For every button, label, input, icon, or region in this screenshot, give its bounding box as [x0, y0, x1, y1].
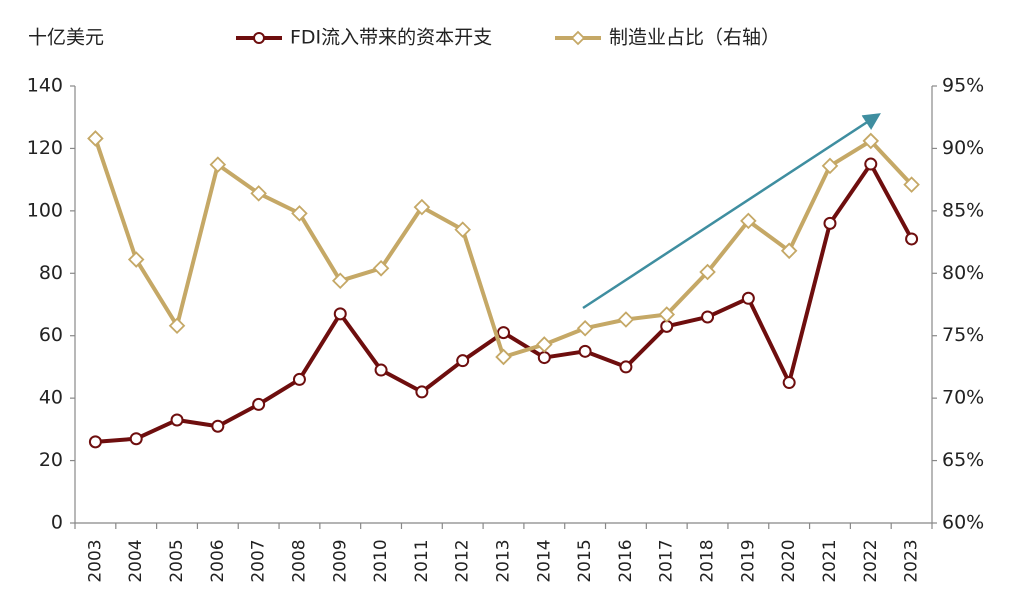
marker — [129, 432, 143, 446]
y2-tick-label: 60% — [942, 512, 984, 534]
legend-marker — [570, 30, 586, 46]
x-tick-label: 2013 — [494, 539, 514, 582]
x-tick-label: 2019 — [738, 539, 758, 582]
y-tick-label: 60 — [39, 324, 63, 346]
legend-label: 制造业占比（右轴） — [609, 27, 780, 49]
x-tick-label: 2007 — [249, 539, 269, 582]
marker — [456, 354, 470, 368]
marker — [495, 348, 512, 366]
y2-tick-label: 70% — [942, 387, 984, 409]
y-tick-label: 20 — [39, 449, 63, 471]
x-tick-label: 2006 — [208, 539, 228, 582]
y2-tick-label: 80% — [942, 262, 984, 284]
x-tick-label: 2015 — [575, 539, 595, 582]
x-tick-label: 2018 — [698, 539, 718, 582]
x-tick-label: 2023 — [902, 539, 922, 582]
x-tick-label: 2021 — [820, 539, 840, 582]
marker — [374, 363, 388, 377]
marker — [741, 291, 755, 305]
left-unit: 十亿美元 — [28, 27, 104, 49]
x-tick-label: 2014 — [534, 539, 554, 582]
marker — [87, 130, 104, 147]
x-tick-label: 2020 — [779, 539, 799, 582]
marker — [168, 317, 186, 334]
marker — [252, 397, 266, 411]
marker — [578, 344, 592, 358]
trend-arrow — [582, 113, 881, 310]
marker — [537, 351, 551, 365]
y2-tick-label: 75% — [942, 324, 984, 346]
x-tick-label: 2016 — [616, 539, 636, 582]
x-tick-label: 2008 — [289, 539, 309, 582]
marker — [454, 221, 471, 238]
marker — [292, 372, 306, 386]
y2-tick-label: 95% — [942, 75, 984, 97]
marker — [333, 307, 347, 321]
marker — [699, 263, 716, 281]
marker — [617, 311, 635, 328]
marker — [209, 156, 227, 173]
marker — [658, 306, 676, 323]
marker — [127, 251, 145, 268]
marker — [331, 272, 349, 290]
marker — [862, 132, 880, 150]
x-tick-label: 2022 — [861, 539, 881, 582]
y2-tick-label: 65% — [942, 449, 984, 471]
x-tick-label: 2004 — [126, 539, 146, 582]
marker — [864, 157, 878, 171]
marker — [782, 376, 796, 390]
legend-marker — [253, 32, 265, 44]
x-tick-label: 2003 — [85, 539, 105, 582]
marker — [536, 336, 553, 353]
x-tick-label: 2009 — [330, 539, 350, 582]
marker — [701, 310, 715, 324]
marker — [740, 212, 757, 230]
x-tick-label: 2017 — [657, 539, 677, 582]
marker — [780, 242, 798, 260]
marker — [619, 360, 633, 374]
marker — [413, 198, 431, 216]
marker — [372, 260, 390, 277]
marker — [170, 413, 184, 427]
marker — [497, 326, 510, 340]
y-tick-label: 100 — [27, 199, 63, 221]
marker — [576, 319, 594, 337]
y-tick-label: 0 — [51, 512, 63, 534]
marker — [823, 216, 837, 230]
y-tick-label: 40 — [39, 387, 63, 409]
y-tick-label: 140 — [27, 75, 63, 97]
y2-tick-label: 90% — [942, 137, 984, 159]
marker — [905, 232, 919, 246]
marker — [211, 419, 225, 433]
marker — [291, 205, 308, 222]
marker — [903, 176, 920, 193]
marker — [88, 435, 102, 449]
marker — [415, 385, 429, 399]
y-tick-label: 120 — [27, 137, 63, 159]
marker — [821, 157, 839, 175]
series-line — [95, 162, 914, 444]
x-tick-label: 2010 — [371, 539, 391, 582]
legend-label: FDI流入带来的资本开支 — [290, 27, 492, 49]
x-tick-label: 2005 — [167, 539, 187, 582]
y-tick-label: 80 — [39, 262, 63, 284]
x-tick-label: 2011 — [412, 539, 432, 582]
y2-tick-label: 85% — [942, 199, 984, 221]
x-tick-label: 2012 — [453, 539, 473, 582]
marker — [250, 185, 267, 202]
